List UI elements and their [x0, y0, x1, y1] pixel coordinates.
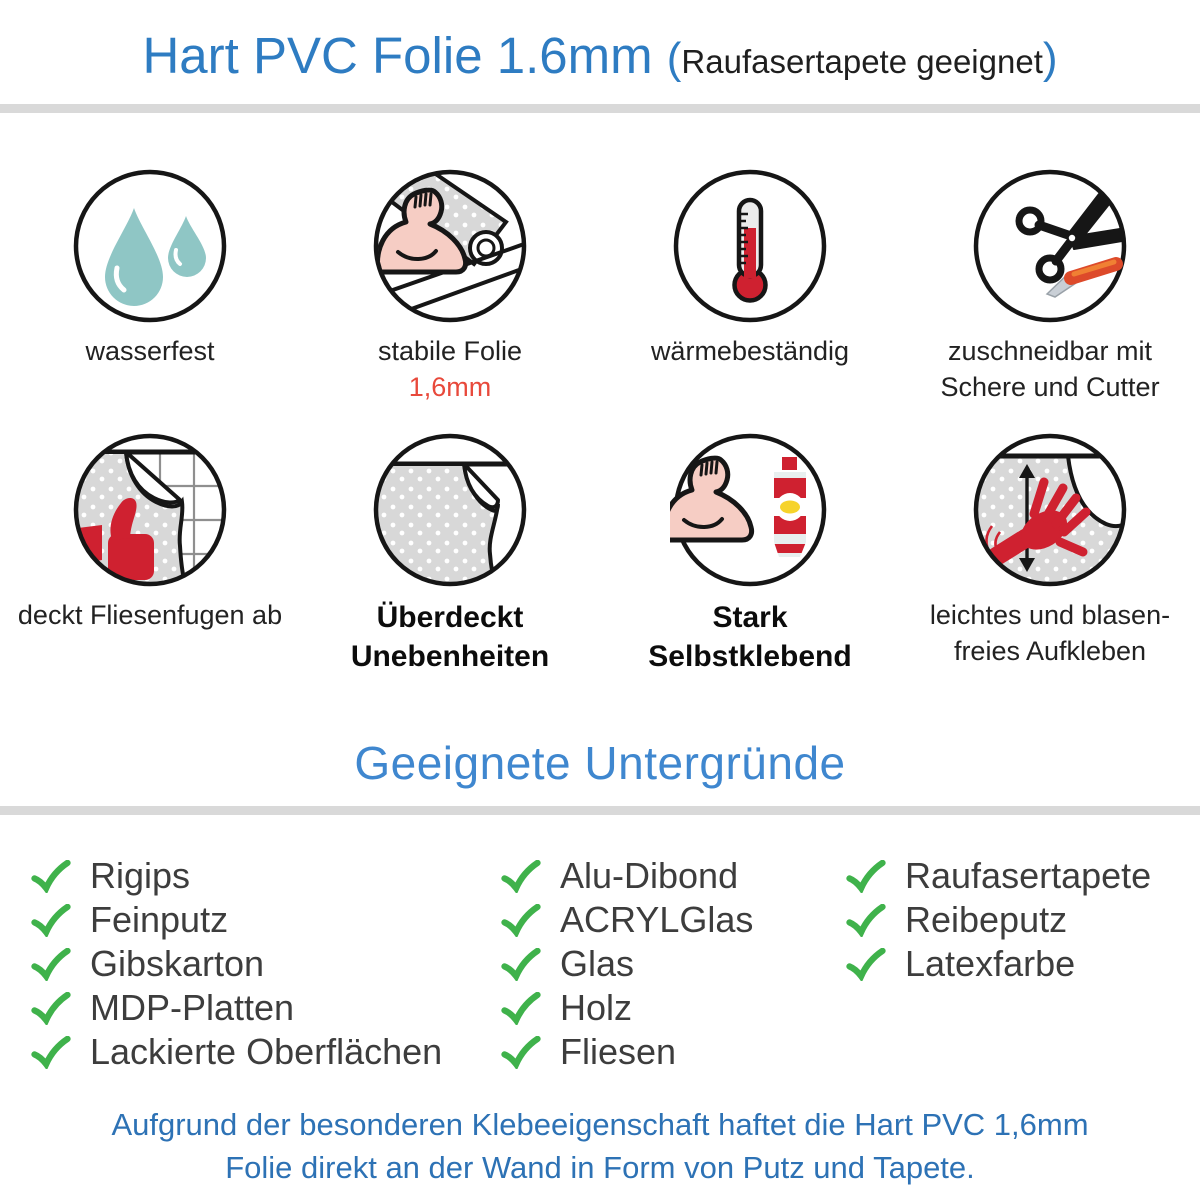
- check-icon: [31, 991, 71, 1025]
- feature-cuttable: zuschneidbar mit Schere und Cutter: [900, 166, 1200, 405]
- footnote-line-2: Folie direkt an der Wand in Form von Put…: [225, 1149, 975, 1185]
- check-icon: [501, 947, 541, 981]
- paren-open: (: [666, 34, 682, 83]
- check-icon: [501, 859, 541, 893]
- list-item: Glas: [500, 942, 845, 986]
- list-item: ACRYLGlas: [500, 898, 845, 942]
- check-icon: [846, 947, 886, 981]
- page-title: Hart PVC Folie 1.6mm (Raufasertapete gee…: [0, 26, 1200, 85]
- surface-item-label: Raufasertapete: [905, 855, 1152, 896]
- surface-item-label: Glas: [560, 943, 635, 984]
- surface-item-label: Lackierte Oberflächen: [90, 1031, 443, 1072]
- list-item: Holz: [500, 986, 845, 1030]
- feature-waterproof: wasserfest: [0, 166, 300, 405]
- check-icon: [501, 991, 541, 1025]
- divider-bar-top: [0, 104, 1200, 113]
- feature-label: wärmebeständig: [650, 336, 850, 366]
- list-item: Gibskarton: [30, 942, 500, 986]
- list-item: Raufasertapete: [845, 854, 1151, 898]
- surface-column-1: Rigips Feinputz Gibskarton MDP-Platten L…: [30, 854, 500, 1074]
- feature-label: Überdeckt Unebenheiten: [350, 601, 550, 673]
- feature-label: Stark Selbstklebend: [648, 601, 852, 673]
- feature-row-2: deckt Fliesenfugen ab: [0, 430, 1200, 676]
- feature-easy-application: leichtes und blasen- freies Aufkleben: [900, 430, 1200, 676]
- list-item: Rigips: [30, 854, 500, 898]
- surface-item-label: Reibeputz: [905, 899, 1068, 940]
- feature-label: wasserfest: [85, 336, 215, 366]
- list-item: Lackierte Oberflächen: [30, 1030, 500, 1074]
- feature-row-1: wasserfest: [0, 166, 1200, 405]
- list-item: Feinputz: [30, 898, 500, 942]
- surface-item-label: Rigips: [90, 855, 191, 896]
- covered-sheet-icon: [373, 433, 527, 587]
- check-icon: [31, 1035, 71, 1069]
- footnote-line-1: Aufgrund der besonderen Klebeeigenschaft…: [111, 1107, 1089, 1142]
- check-icon: [846, 903, 886, 937]
- feature-covers-grout: deckt Fliesenfugen ab: [0, 430, 300, 676]
- feature-label: stabile Folie 1,6mm: [378, 334, 522, 405]
- divider-bar-middle: [0, 806, 1200, 815]
- page-title-subtitle: Raufasertapete geeignet: [681, 43, 1043, 80]
- paren-close: ): [1042, 34, 1058, 83]
- scissors-cutter-icon: [973, 169, 1127, 323]
- feature-label: zuschneidbar mit Schere und Cutter: [940, 336, 1160, 402]
- surface-column-3: Raufasertapete Reibeputz Latexfarbe: [845, 854, 1151, 1074]
- feature-heat-resistant: wärmebeständig: [600, 166, 900, 405]
- surface-list: Rigips Feinputz Gibskarton MDP-Platten L…: [30, 854, 1151, 1074]
- surface-item-label: Alu-Dibond: [560, 855, 739, 896]
- section-title: Geeignete Untergründe: [354, 737, 846, 789]
- list-item: MDP-Platten: [30, 986, 500, 1030]
- tile-thumb-icon: [73, 433, 227, 587]
- list-item: Alu-Dibond: [500, 854, 845, 898]
- muscle-foil-icon: [373, 169, 527, 323]
- check-icon: [501, 903, 541, 937]
- thermometer-icon: [673, 169, 827, 323]
- check-icon: [31, 859, 71, 893]
- surface-column-2: Alu-Dibond ACRYLGlas Glas Holz Fliesen: [500, 854, 845, 1074]
- surface-item-label: ACRYLGlas: [560, 899, 754, 940]
- muscle-glue-icon: [670, 433, 827, 587]
- surface-item-label: Holz: [560, 987, 633, 1028]
- feature-label: deckt Fliesenfugen ab: [17, 600, 283, 630]
- check-icon: [501, 1035, 541, 1069]
- water-drops-icon: [73, 169, 227, 323]
- feature-stable-foil: stabile Folie 1,6mm: [300, 166, 600, 405]
- thickness-value: 1,6mm: [408, 371, 492, 402]
- feature-covers-unevenness: Überdeckt Unebenheiten: [300, 430, 600, 676]
- hand-press-icon: [973, 433, 1127, 587]
- check-icon: [31, 947, 71, 981]
- footnote: Aufgrund der besonderen Klebeeigenschaft…: [0, 1104, 1200, 1190]
- surface-item-label: MDP-Platten: [90, 987, 295, 1028]
- check-icon: [31, 903, 71, 937]
- list-item: Fliesen: [500, 1030, 845, 1074]
- surface-item-label: Gibskarton: [90, 943, 265, 984]
- page-title-main: Hart PVC Folie 1.6mm: [142, 27, 667, 84]
- surface-item-label: Fliesen: [560, 1031, 677, 1072]
- surface-item-label: Feinputz: [90, 899, 229, 940]
- feature-label: leichtes und blasen- freies Aufkleben: [929, 600, 1171, 666]
- list-item: Latexfarbe: [845, 942, 1151, 986]
- surface-item-label: Latexfarbe: [905, 943, 1076, 984]
- list-item: Reibeputz: [845, 898, 1151, 942]
- check-icon: [846, 859, 886, 893]
- feature-self-adhesive: Stark Selbstklebend: [600, 430, 900, 676]
